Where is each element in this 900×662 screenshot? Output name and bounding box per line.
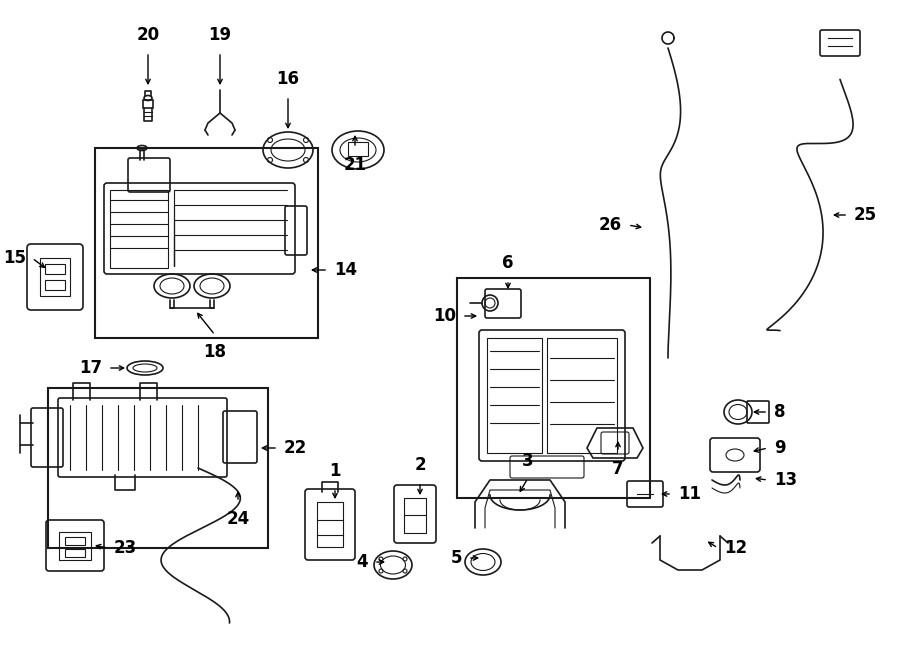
Bar [348, 142, 368, 156]
Text: 22: 22 [284, 439, 307, 457]
Text: 5: 5 [451, 549, 462, 567]
Bar [95, 148, 318, 338]
Text: 20: 20 [137, 26, 159, 44]
Bar [59, 532, 91, 560]
Bar [547, 338, 617, 453]
Bar [48, 388, 268, 548]
Text: 16: 16 [276, 70, 300, 88]
Text: 21: 21 [344, 156, 366, 174]
Text: 26: 26 [598, 216, 622, 234]
Text: 8: 8 [774, 403, 786, 421]
Text: 13: 13 [774, 471, 797, 489]
Bar [110, 190, 168, 268]
Bar [45, 264, 65, 274]
Text: 4: 4 [356, 553, 368, 571]
Bar [40, 258, 70, 296]
Text: 6: 6 [502, 254, 514, 272]
Text: 3: 3 [522, 452, 534, 470]
Text: 12: 12 [724, 539, 747, 557]
Text: 23: 23 [114, 539, 137, 557]
Text: 14: 14 [334, 261, 357, 279]
Bar [143, 100, 153, 108]
Text: 18: 18 [203, 343, 227, 361]
Text: 24: 24 [227, 510, 249, 528]
Bar [404, 498, 426, 533]
Bar [317, 502, 343, 547]
Text: 17: 17 [79, 359, 102, 377]
Text: 19: 19 [209, 26, 231, 44]
Text: 7: 7 [612, 460, 624, 478]
Bar [457, 278, 650, 498]
Text: 15: 15 [3, 249, 26, 267]
Text: 2: 2 [414, 456, 426, 474]
Bar [487, 338, 542, 453]
Bar [65, 549, 85, 557]
Text: 10: 10 [433, 307, 456, 325]
Text: 1: 1 [329, 462, 341, 480]
Text: 25: 25 [854, 206, 877, 224]
Text: 9: 9 [774, 439, 786, 457]
Bar [65, 537, 85, 545]
Text: 11: 11 [678, 485, 701, 503]
Bar [45, 280, 65, 290]
